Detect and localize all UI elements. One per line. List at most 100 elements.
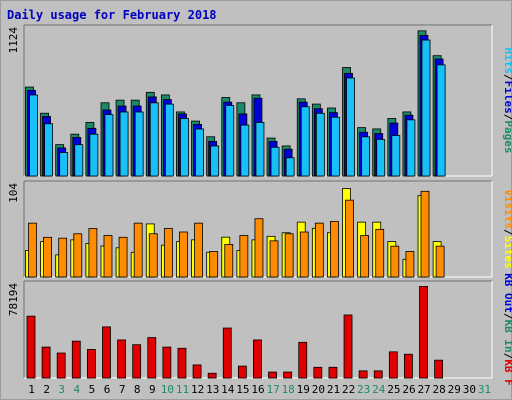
bar-pages-day-8 bbox=[134, 111, 144, 177]
bar-pages-day-20 bbox=[315, 112, 325, 177]
bar-pages-day-18 bbox=[285, 157, 295, 177]
chart-title: Daily usage for February 2018 bbox=[7, 8, 217, 22]
bar-kbf-day-9 bbox=[147, 337, 157, 379]
bar-kbf-day-19 bbox=[298, 341, 308, 379]
bar-sites-day-25 bbox=[390, 245, 400, 278]
bar-pages-day-12 bbox=[195, 128, 204, 177]
bar-sites-day-13 bbox=[209, 251, 219, 278]
panel-kbf-ymax-label: 78194 bbox=[7, 283, 20, 316]
bar-kbf-day-17 bbox=[268, 371, 277, 379]
panel-visits-side-label-sites: Sites bbox=[502, 236, 512, 269]
bar-pages-day-26 bbox=[406, 119, 416, 177]
bar-pages-day-15 bbox=[240, 124, 250, 177]
bar-kbf-day-18 bbox=[283, 371, 293, 379]
bar-pages-day-9 bbox=[149, 102, 159, 177]
panel-visits-ymax-label: 104 bbox=[7, 183, 20, 203]
bar-sites-day-6 bbox=[103, 235, 113, 278]
bar-kbf-day-3 bbox=[56, 352, 66, 379]
bar-sites-day-10 bbox=[163, 228, 173, 278]
day-label-7: 7 bbox=[119, 383, 126, 396]
bar-kbf-day-7 bbox=[117, 339, 126, 379]
bar-kbf-day-22 bbox=[343, 314, 353, 379]
panel-hits-side-label-files: Files bbox=[502, 81, 512, 114]
bar-sites-day-14 bbox=[224, 243, 234, 278]
bar-kbf-day-20 bbox=[313, 366, 323, 379]
bar-pages-day-25 bbox=[391, 135, 401, 177]
bar-pages-day-28 bbox=[436, 64, 446, 177]
bar-pages-day-11 bbox=[180, 118, 189, 177]
panel-visits-side-label-visits: Visits bbox=[502, 189, 512, 229]
bar-pages-day-16 bbox=[255, 122, 265, 177]
bar-sites-day-4 bbox=[73, 233, 83, 278]
day-label-1: 1 bbox=[28, 383, 35, 396]
day-label-19: 19 bbox=[297, 383, 310, 396]
day-label-21: 21 bbox=[327, 383, 340, 396]
day-label-24: 24 bbox=[372, 383, 386, 396]
bar-sites-day-11 bbox=[179, 231, 188, 278]
day-label-9: 9 bbox=[149, 383, 156, 396]
panel-hits-side-label: Hits/Files/Pages bbox=[502, 48, 512, 154]
day-label-11: 11 bbox=[176, 383, 189, 396]
panel-kbf-side-label-kb-in: KB In bbox=[502, 320, 512, 353]
day-label-13: 13 bbox=[206, 383, 219, 396]
bar-kbf-day-21 bbox=[328, 366, 338, 379]
day-label-31: 31 bbox=[478, 383, 491, 396]
bar-pages-day-1 bbox=[29, 94, 38, 177]
bar-kbf-day-8 bbox=[132, 344, 142, 379]
bar-pages-day-7 bbox=[119, 111, 129, 177]
panel-hits-ymax-label: 1124 bbox=[7, 27, 20, 54]
bar-sites-day-3 bbox=[58, 237, 68, 278]
day-label-10: 10 bbox=[161, 383, 174, 396]
bar-pages-day-21 bbox=[331, 116, 340, 177]
bar-sites-day-28 bbox=[435, 245, 445, 278]
bar-pages-day-17 bbox=[270, 146, 280, 177]
bar-kbf-day-5 bbox=[86, 349, 96, 379]
bar-sites-day-23 bbox=[360, 235, 370, 278]
bar-kbf-day-16 bbox=[253, 339, 262, 379]
day-label-3: 3 bbox=[58, 383, 65, 396]
bar-pages-day-5 bbox=[89, 133, 99, 177]
bar-kbf-day-11 bbox=[177, 347, 187, 379]
bar-pages-day-6 bbox=[104, 114, 114, 177]
bar-sites-day-1 bbox=[28, 222, 37, 278]
day-label-22: 22 bbox=[342, 383, 355, 396]
bar-pages-day-14 bbox=[225, 105, 235, 177]
bar-kbf-day-28 bbox=[434, 359, 444, 379]
bar-kbf-day-23 bbox=[358, 370, 368, 379]
bar-pages-day-27 bbox=[421, 39, 431, 177]
panel-kbf-side-label-separator: / bbox=[502, 353, 512, 360]
bar-pages-day-13 bbox=[210, 145, 220, 177]
bar-kbf-day-13 bbox=[207, 372, 217, 379]
bar-sites-day-16 bbox=[254, 218, 264, 278]
panel-visits-side-label-separator: / bbox=[502, 229, 512, 236]
day-label-17: 17 bbox=[266, 383, 279, 396]
day-label-6: 6 bbox=[104, 383, 111, 396]
day-label-30: 30 bbox=[463, 383, 476, 396]
bar-sites-day-9 bbox=[148, 233, 158, 278]
bar-pages-day-3 bbox=[59, 152, 69, 177]
bar-pages-day-23 bbox=[361, 136, 371, 177]
bar-kbf-day-2 bbox=[41, 346, 51, 379]
panel-kbf-side-label-separator: / bbox=[502, 313, 512, 320]
panel-hits-side-label-pages: Pages bbox=[502, 120, 512, 153]
bar-pages-day-4 bbox=[74, 144, 84, 177]
bar-pages-day-10 bbox=[164, 103, 174, 177]
bar-sites-day-27 bbox=[420, 190, 430, 278]
bar-kbf-day-12 bbox=[192, 364, 202, 379]
day-label-23: 23 bbox=[357, 383, 370, 396]
panel-kbf-side-label-kb-f: KB F bbox=[502, 359, 512, 386]
day-label-14: 14 bbox=[221, 383, 235, 396]
bar-sites-day-17 bbox=[269, 240, 279, 278]
day-label-4: 4 bbox=[74, 383, 81, 396]
bar-sites-day-7 bbox=[118, 236, 128, 278]
day-label-25: 25 bbox=[387, 383, 400, 396]
panel-hits-side-label-separator: / bbox=[502, 114, 512, 121]
bar-kbf-day-6 bbox=[102, 326, 111, 379]
day-label-18: 18 bbox=[282, 383, 295, 396]
bar-sites-day-12 bbox=[194, 222, 203, 278]
bar-kbf-day-10 bbox=[162, 346, 172, 379]
day-label-20: 20 bbox=[312, 383, 325, 396]
day-label-2: 2 bbox=[43, 383, 50, 396]
day-label-5: 5 bbox=[89, 383, 96, 396]
